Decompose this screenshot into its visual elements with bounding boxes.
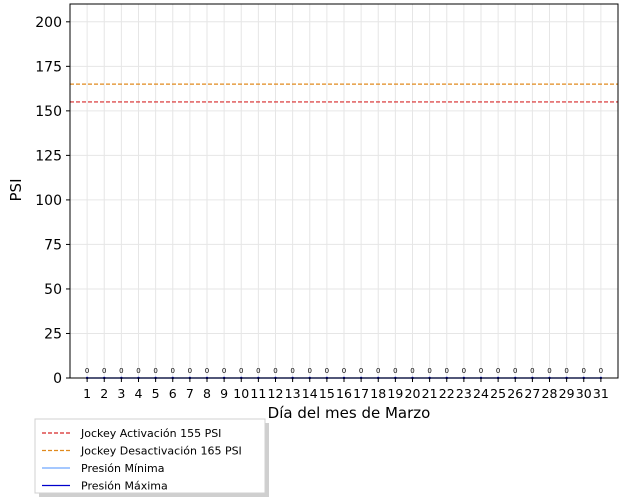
data-label: 0 bbox=[462, 367, 466, 375]
data-label: 0 bbox=[308, 367, 312, 375]
data-label: 0 bbox=[479, 367, 483, 375]
x-tick-label: 31 bbox=[593, 386, 609, 401]
x-axis-label: Día del mes de Marzo bbox=[268, 404, 431, 422]
data-label: 0 bbox=[359, 367, 363, 375]
y-axis-label: PSI bbox=[7, 179, 25, 202]
legend-label: Jockey Activación 155 PSI bbox=[80, 427, 221, 440]
data-label: 0 bbox=[153, 367, 157, 375]
x-tick-label: 28 bbox=[542, 386, 558, 401]
data-label: 0 bbox=[445, 367, 449, 375]
data-label: 0 bbox=[290, 367, 294, 375]
x-tick-label: 7 bbox=[186, 386, 194, 401]
x-tick-label: 8 bbox=[203, 386, 211, 401]
data-label: 0 bbox=[273, 367, 277, 375]
x-tick-label: 3 bbox=[117, 386, 125, 401]
data-label: 0 bbox=[342, 367, 346, 375]
x-tick-label: 13 bbox=[285, 386, 301, 401]
y-tick-label: 50 bbox=[44, 282, 62, 298]
data-label: 0 bbox=[393, 367, 397, 375]
x-tick-label: 18 bbox=[370, 386, 386, 401]
data-label: 0 bbox=[530, 367, 534, 375]
data-label: 0 bbox=[547, 367, 551, 375]
y-tick-label: 125 bbox=[35, 148, 62, 164]
x-axis-ticks: 1 2 3 4 5 6 7 8 9 10 11 12 13 14 15 16 17 18 19 20 21 22 23 24 2… bbox=[83, 378, 609, 401]
data-label: 0 bbox=[85, 367, 89, 375]
x-tick-label: 4 bbox=[135, 386, 143, 401]
data-label: 0 bbox=[188, 367, 192, 375]
data-label: 0 bbox=[171, 367, 175, 375]
x-tick-label: 6 bbox=[169, 386, 177, 401]
x-tick-label: 11 bbox=[250, 386, 266, 401]
data-label: 0 bbox=[376, 367, 380, 375]
x-tick-label: 26 bbox=[507, 386, 523, 401]
threshold-lines bbox=[70, 83, 618, 103]
x-tick-label: 21 bbox=[422, 386, 438, 401]
y-tick-label: 25 bbox=[44, 326, 62, 342]
y-tick-label: 175 bbox=[35, 59, 62, 75]
data-label: 0 bbox=[102, 367, 106, 375]
legend: Jockey Activación 155 PSI Jockey Desactiv… bbox=[34, 418, 269, 497]
y-tick-label: 0 bbox=[53, 371, 62, 387]
grid-lines bbox=[70, 4, 618, 379]
data-label: 0 bbox=[410, 367, 414, 375]
data-label: 0 bbox=[239, 367, 243, 375]
x-tick-label: 17 bbox=[353, 386, 369, 401]
x-tick-label: 24 bbox=[473, 386, 489, 401]
legend-label: Presión Mínima bbox=[81, 462, 165, 475]
x-tick-label: 22 bbox=[439, 386, 455, 401]
data-label: 0 bbox=[222, 367, 226, 375]
x-tick-label: 15 bbox=[319, 386, 335, 401]
x-tick-label: 25 bbox=[490, 386, 506, 401]
x-tick-label: 14 bbox=[302, 386, 318, 401]
y-tick-label: 200 bbox=[35, 15, 62, 31]
data-label: 0 bbox=[513, 367, 517, 375]
x-tick-label: 5 bbox=[152, 386, 160, 401]
x-tick-label: 19 bbox=[387, 386, 403, 401]
data-label: 0 bbox=[119, 367, 123, 375]
x-tick-label: 10 bbox=[233, 386, 249, 401]
x-tick-label: 30 bbox=[576, 386, 592, 401]
y-axis-ticks: 0 25 50 75 100 125 150 175 200 bbox=[35, 15, 70, 387]
x-tick-label: 20 bbox=[405, 386, 421, 401]
y-tick-label: 150 bbox=[35, 104, 62, 120]
data-label: 0 bbox=[136, 367, 140, 375]
data-label: 0 bbox=[496, 367, 500, 375]
data-label: 0 bbox=[325, 367, 329, 375]
y-tick-label: 100 bbox=[35, 193, 62, 209]
x-tick-label: 29 bbox=[559, 386, 575, 401]
x-tick-label: 23 bbox=[456, 386, 472, 401]
data-label: 0 bbox=[564, 367, 568, 375]
x-tick-label: 12 bbox=[268, 386, 284, 401]
legend-box bbox=[34, 418, 266, 494]
x-tick-label: 1 bbox=[83, 386, 91, 401]
data-label: 0 bbox=[599, 367, 603, 375]
x-tick-label: 2 bbox=[100, 386, 108, 401]
point-labels: 0 0 0 0 0 0 0 0 0 0 0 0 0 0 0 0 0 0 0 0 0 0 0 0 0 0 0 0 0 0 0 bbox=[85, 367, 603, 375]
x-tick-label: 9 bbox=[220, 386, 228, 401]
data-label: 0 bbox=[427, 367, 431, 375]
y-tick-label: 75 bbox=[44, 237, 62, 253]
data-label: 0 bbox=[582, 367, 586, 375]
legend-label: Jockey Desactivación 165 PSI bbox=[80, 445, 242, 458]
legend-label: Presión Máxima bbox=[81, 480, 168, 493]
x-tick-label: 16 bbox=[336, 386, 352, 401]
data-label: 0 bbox=[205, 367, 209, 375]
x-tick-label: 27 bbox=[524, 386, 540, 401]
data-label: 0 bbox=[256, 367, 260, 375]
